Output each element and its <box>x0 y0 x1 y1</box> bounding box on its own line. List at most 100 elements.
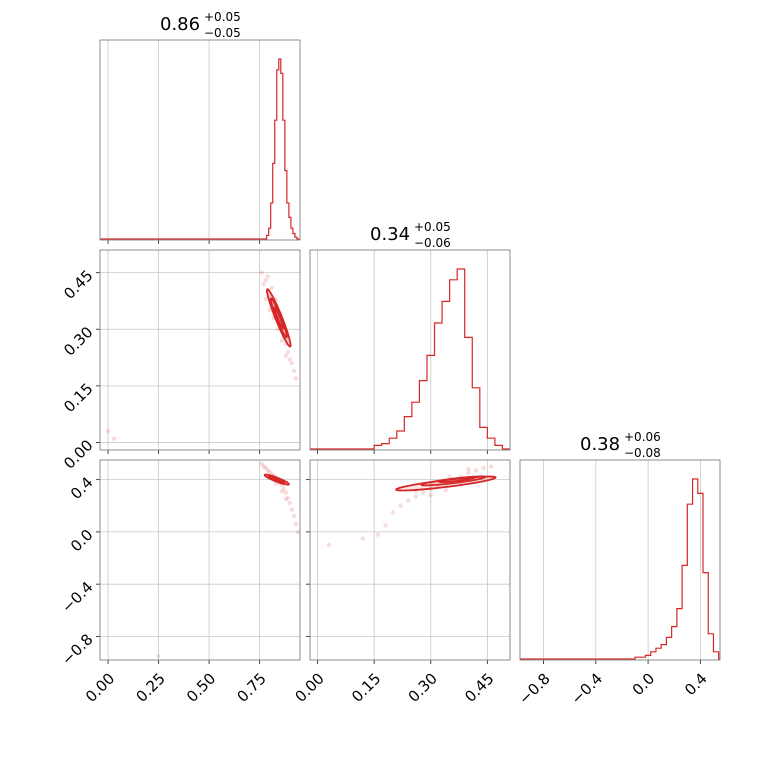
panel-2-0 <box>96 459 301 664</box>
x-tick-label-param-0-0: 0.00 <box>82 670 118 706</box>
sample-point-13 <box>285 495 291 501</box>
panel-2-1 <box>306 459 511 664</box>
sample-point-11 <box>473 468 479 473</box>
x-tick-label-param-1-3: 0.45 <box>461 670 497 706</box>
sample-point-24 <box>263 296 268 302</box>
panel-content <box>105 270 299 441</box>
axes-frame <box>99 39 301 241</box>
sample-point-4 <box>421 490 426 495</box>
x-tick-label-param-2-2: 0.0 <box>629 670 659 700</box>
contour-level-2 <box>271 477 282 483</box>
sample-point-13 <box>488 464 494 469</box>
sample-point-2 <box>263 277 268 283</box>
title-minus-param-1: −0.06 <box>414 236 451 250</box>
sample-point-0 <box>259 461 264 467</box>
sample-point-20 <box>447 474 452 480</box>
axes-frame <box>309 459 511 661</box>
y-tick-label-param-1-1: 0.15 <box>60 380 96 416</box>
panel-content <box>156 461 300 659</box>
sample-point-0 <box>259 270 264 275</box>
sample-point-16 <box>265 274 270 279</box>
panel-content <box>326 464 497 548</box>
y-tick-label-param-2-2: 0.0 <box>67 526 97 556</box>
sample-point-14 <box>287 500 293 506</box>
panel-content <box>520 478 720 660</box>
sample-point-15 <box>289 361 295 366</box>
sample-point-13 <box>285 349 291 355</box>
sample-point-28 <box>279 338 285 343</box>
contour-level-2 <box>438 476 477 484</box>
title-median-param-0: 0.86 <box>160 14 200 35</box>
sample-point-23 <box>156 653 161 659</box>
sample-point-2 <box>263 465 268 471</box>
x-tick-label-param-2-0: −0.8 <box>515 670 553 708</box>
sample-point-3 <box>413 494 418 499</box>
title-median-param-1: 0.34 <box>370 224 410 245</box>
sample-point-29 <box>283 353 289 358</box>
sample-point-21 <box>279 489 285 494</box>
title-plus-param-1: +0.05 <box>414 220 451 234</box>
panel-background <box>100 250 300 450</box>
x-tick-label-param-0-2: 0.50 <box>183 670 219 706</box>
sample-point-12 <box>283 490 289 495</box>
y-tick-label-param-2-1: −0.4 <box>58 578 96 616</box>
panel-content <box>100 58 300 240</box>
contour-level-0 <box>266 288 292 348</box>
sample-point-14 <box>287 357 293 362</box>
histogram-param-1 <box>310 268 510 450</box>
axes-frame <box>309 249 511 451</box>
panel-1-1 <box>309 249 511 454</box>
sample-point-24 <box>360 536 366 541</box>
sample-point-14 <box>428 493 433 498</box>
histogram-param-0 <box>100 58 300 240</box>
sample-point-25 <box>326 542 332 548</box>
y-tick-label-param-2-0: −0.8 <box>58 630 96 668</box>
y-tick-label-param-2-3: 0.4 <box>67 473 97 503</box>
sample-point-11 <box>281 486 287 491</box>
y-tick-label-param-1-0: 0.00 <box>60 436 96 472</box>
sample-point-25 <box>267 308 272 313</box>
sample-point-30 <box>105 428 111 434</box>
panel-2-2 <box>519 459 721 664</box>
sample-point-23 <box>375 532 381 537</box>
sample-point-12 <box>481 465 486 471</box>
x-tick-label-param-1-0: 0.00 <box>291 670 327 706</box>
sample-point-17 <box>269 285 274 290</box>
contour-level-2 <box>273 306 285 330</box>
axes-frame <box>99 459 301 661</box>
sample-point-18 <box>295 529 300 535</box>
sample-point-21 <box>466 466 471 472</box>
panel-1-0 <box>96 249 301 454</box>
x-tick-label-param-2-1: −0.4 <box>568 670 606 708</box>
panel-background <box>520 460 720 660</box>
sample-point-15 <box>443 487 449 493</box>
sample-point-2 <box>405 498 411 503</box>
sample-point-22 <box>383 523 388 528</box>
panel-0-0 <box>99 39 301 244</box>
sample-point-1 <box>398 503 403 508</box>
x-tick-label-param-1-1: 0.15 <box>348 670 384 706</box>
y-tick-label-param-1-3: 0.45 <box>60 266 96 302</box>
sample-point-10 <box>466 470 471 476</box>
panel-background <box>310 460 510 660</box>
sample-point-4 <box>267 469 272 474</box>
sample-point-22 <box>283 497 289 502</box>
title-plus-param-2: +0.06 <box>624 430 661 444</box>
x-tick-label-param-1-2: 0.30 <box>405 670 441 706</box>
sample-point-31 <box>111 436 117 441</box>
x-tick-label-param-0-1: 0.25 <box>132 670 168 706</box>
axes-frame <box>519 459 721 661</box>
sample-point-3 <box>265 468 270 473</box>
x-tick-label-param-0-3: 0.75 <box>233 670 269 706</box>
title-minus-param-0: −0.05 <box>204 26 241 40</box>
sample-point-1 <box>261 464 266 469</box>
sample-point-23 <box>293 376 299 381</box>
x-tick-label-param-2-3: 0.4 <box>681 670 711 700</box>
panel-background <box>100 460 300 660</box>
title-plus-param-0: +0.05 <box>204 10 241 24</box>
panel-content <box>310 268 510 450</box>
sample-point-1 <box>261 281 266 287</box>
sample-point-22 <box>291 368 297 373</box>
title-minus-param-2: −0.08 <box>624 446 661 460</box>
sample-point-15 <box>289 507 295 512</box>
